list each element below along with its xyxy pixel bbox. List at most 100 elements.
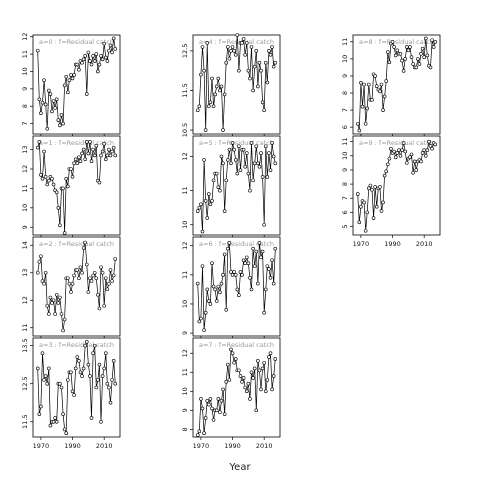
y-tick-label: 9 (21, 225, 29, 229)
data-point (91, 147, 95, 152)
data-point (367, 82, 371, 87)
data-point (207, 299, 211, 303)
data-point (252, 161, 257, 166)
data-point (88, 140, 92, 144)
data-point (262, 222, 266, 227)
data-point (249, 287, 254, 292)
data-point (83, 54, 87, 58)
data-point (80, 151, 84, 156)
data-point (195, 209, 200, 213)
data-point (75, 355, 80, 359)
x-tick-label: 1970 (193, 442, 210, 450)
data-point (39, 404, 43, 409)
data-point (47, 88, 51, 93)
data-point (77, 359, 81, 363)
y-tick-label: 13 (21, 269, 29, 277)
panel-frame (32, 34, 121, 135)
data-point (214, 408, 219, 413)
data-point (271, 154, 276, 159)
data-point (359, 204, 363, 209)
data-point (99, 54, 103, 58)
data-point (37, 412, 42, 416)
data-point (111, 36, 116, 41)
data-point (273, 161, 278, 166)
data-point (100, 149, 105, 154)
data-point (430, 38, 434, 42)
y-tick-label: 10 (181, 387, 189, 395)
data-point (203, 199, 208, 203)
data-point (35, 270, 40, 275)
data-point (254, 144, 259, 149)
data-point (384, 79, 389, 83)
data-point (243, 164, 247, 169)
data-point (211, 284, 216, 289)
data-point (232, 147, 236, 152)
y-tick-label: 11 (21, 184, 29, 192)
data-point (244, 255, 249, 260)
data-point (39, 254, 43, 259)
data-point (211, 178, 216, 183)
data-point (221, 273, 225, 277)
data-point (378, 89, 382, 94)
data-point (259, 68, 263, 73)
data-point (243, 261, 247, 266)
data-point (54, 190, 59, 195)
data-point (42, 149, 46, 154)
data-point (259, 255, 263, 260)
data-point (419, 51, 423, 56)
y-tick-label: 11 (181, 368, 189, 376)
data-point (105, 287, 110, 292)
y-tick-label: 11.5 (181, 83, 189, 97)
data-point (61, 121, 65, 126)
data-point (62, 317, 67, 322)
data-point (208, 202, 213, 207)
data-point (393, 155, 398, 160)
data-point (248, 397, 252, 401)
data-point (404, 161, 409, 165)
data-point (254, 408, 259, 413)
data-point (92, 153, 97, 158)
data-point (214, 171, 219, 176)
data-point (262, 310, 266, 315)
data-point (78, 159, 83, 164)
data-point (355, 121, 360, 126)
y-tick-label: 12 (21, 33, 29, 41)
data-point (433, 40, 438, 44)
data-point (94, 52, 99, 56)
y-tick-label: 8 (181, 427, 189, 431)
data-point (83, 240, 87, 245)
data-point (83, 157, 87, 162)
data-point (251, 178, 255, 183)
data-point (96, 378, 100, 382)
data-point (260, 100, 265, 105)
data-point (97, 62, 102, 67)
data-point (425, 148, 430, 152)
x-tick-label: 1970 (353, 240, 370, 248)
data-point (107, 147, 111, 152)
panel-label: a=7 : f=Residual catch (199, 341, 274, 349)
data-point (108, 153, 113, 158)
y-tick-label: 9 (181, 408, 189, 412)
data-point (84, 340, 89, 344)
data-point (70, 76, 75, 81)
y-tick-label: 10 (181, 221, 189, 229)
data-point (416, 57, 420, 61)
data-point (252, 366, 257, 371)
data-point (66, 90, 70, 95)
data-point (103, 351, 108, 356)
data-point (229, 161, 233, 166)
data-point (270, 387, 274, 392)
data-point (404, 45, 409, 49)
data-point (62, 231, 67, 235)
data-point (75, 161, 80, 165)
data-point (227, 378, 232, 382)
panel-a6: a=6 : f=Residual catch 9 10 11 12 (181, 236, 281, 339)
data-point (113, 381, 118, 386)
data-point (256, 161, 260, 166)
data-point (40, 100, 45, 105)
data-point (199, 316, 203, 321)
data-point (417, 62, 422, 66)
data-point (248, 76, 252, 81)
panel-label: a=1 : f=Residual catch (39, 139, 114, 147)
